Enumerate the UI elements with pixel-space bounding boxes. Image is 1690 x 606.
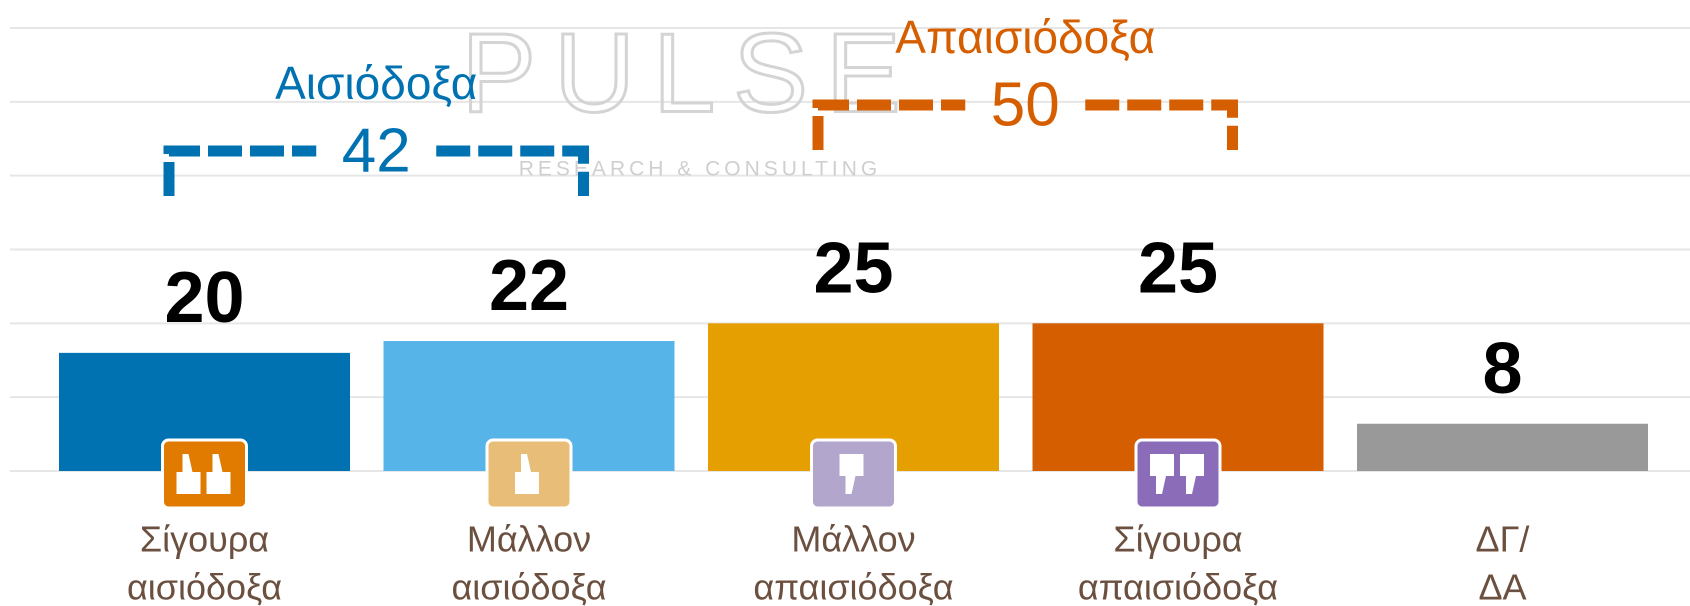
icon-thumb [1150, 454, 1174, 494]
bracket [812, 99, 966, 150]
bracket [163, 145, 317, 196]
x-tick-label: Μάλλον [791, 519, 915, 560]
icon-thumb [515, 454, 539, 494]
icon [1134, 438, 1222, 510]
group-label: Απαισιόδοξα [895, 11, 1155, 63]
x-tick-label: απαισιόδοξα [1078, 567, 1278, 606]
group-label: Αισιόδοξα [275, 57, 477, 109]
value-label: 25 [1138, 228, 1218, 308]
group-value: 42 [342, 116, 411, 185]
value-label: 8 [1482, 329, 1522, 409]
value-label: 20 [164, 258, 244, 338]
x-tick-label: Σίγουρα [140, 519, 269, 560]
icon-thumb [1180, 454, 1204, 494]
x-tick-label: Σίγουρα [1113, 519, 1242, 560]
icon-box [161, 438, 248, 510]
x-tick-label: απαισιόδοξα [753, 567, 953, 606]
x-tick-label: αισιόδοξα [127, 567, 282, 606]
bracket [436, 145, 589, 196]
value-label: 22 [489, 246, 569, 326]
icon-thumb [206, 454, 231, 494]
x-tick-label: ΔΓ/ [1476, 519, 1530, 560]
icon [161, 438, 248, 510]
group-value: 50 [991, 70, 1060, 139]
x-tick-label: ΔΑ [1478, 567, 1526, 606]
value-label: 25 [813, 228, 893, 308]
icon-box [1134, 438, 1222, 510]
watermark-subtitle: RESEARCH & CONSULTING [519, 158, 882, 181]
x-tick-label: Μάλλον [467, 519, 591, 560]
icon [810, 438, 897, 510]
x-tick-label: αισιόδοξα [451, 567, 606, 606]
watermark-title: PULSE [461, 11, 918, 136]
bracket [1085, 99, 1238, 150]
icon [485, 438, 573, 510]
icon-thumb [839, 454, 864, 494]
bar [1357, 423, 1648, 471]
icon-thumb [176, 454, 201, 494]
